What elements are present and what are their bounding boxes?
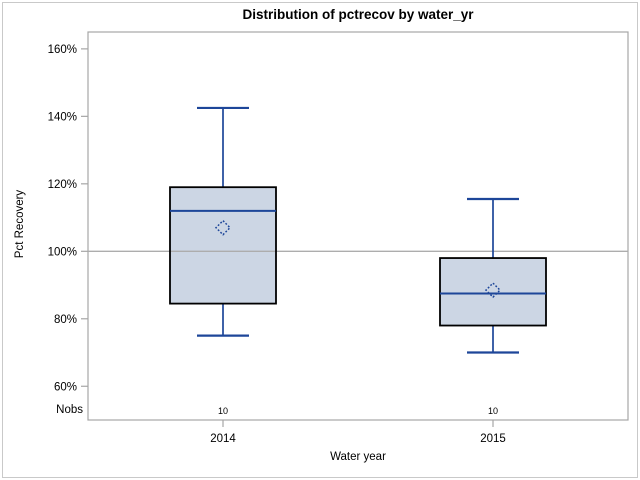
nobs-label: Nobs [56,404,83,416]
y-tick-label: 60% [54,381,77,393]
x-category-label: 2014 [210,433,236,445]
chart-title: Distribution of pctrecov by water_yr [242,7,474,22]
mean-diamond-2014 [214,219,232,236]
plot-frame [87,31,629,421]
box-fill-2015 [440,258,546,326]
y-tick-label: 140% [48,111,77,123]
y-tick-label: 120% [48,179,77,191]
y-tick-label: 80% [54,314,77,326]
x-category-label: 2015 [480,433,506,445]
y-tick-label: 100% [48,246,77,258]
mean-diamond-2015 [484,282,502,299]
box-outline-2015 [439,257,547,327]
nobs-value: 10 [218,406,228,416]
y-tick-label: 160% [48,44,77,56]
box-outline-2014 [169,186,277,305]
nobs-value: 10 [488,406,498,416]
box-fill-2014 [170,187,276,304]
x-axis-title: Water year [330,451,386,463]
